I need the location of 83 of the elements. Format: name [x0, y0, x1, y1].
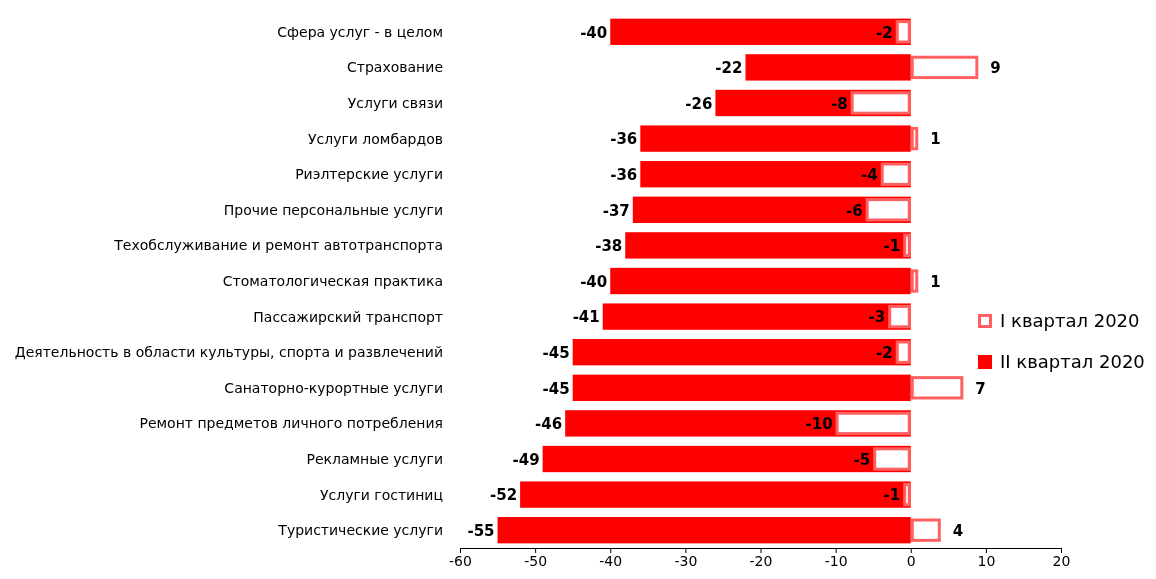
bar: [903, 482, 911, 507]
data-label: -5: [853, 450, 871, 469]
x-tick-label: -60: [449, 552, 472, 569]
data-label: -10: [805, 415, 833, 434]
data-label: -36: [610, 130, 638, 149]
data-label: -41: [572, 308, 600, 327]
bar: [910, 55, 979, 80]
bar: [610, 18, 911, 45]
bar: [850, 91, 911, 115]
data-label: -40: [580, 23, 608, 42]
bar: [542, 445, 911, 473]
x-tick-label: -10: [824, 552, 848, 569]
bar: [873, 447, 911, 471]
bar: [903, 233, 911, 258]
y-tick-label: Риэлтерские услуги: [295, 166, 443, 183]
data-label: 1: [930, 130, 941, 149]
data-label: 1: [930, 272, 941, 291]
bar: [640, 161, 911, 188]
y-tick-label: Страхование: [347, 59, 443, 76]
data-label: -45: [542, 343, 570, 362]
y-tick-label: Услуги гостиниц: [319, 486, 443, 503]
data-label: -37: [602, 201, 630, 220]
bar: [910, 269, 919, 293]
data-label: -46: [535, 415, 563, 434]
y-tick-label: Рекламные услуги: [306, 450, 443, 467]
bar: [602, 303, 911, 330]
bar: [520, 481, 911, 508]
bar: [880, 162, 911, 186]
data-label: -3: [868, 308, 886, 327]
bar: [572, 339, 911, 366]
x-tick-label: -30: [674, 552, 698, 569]
data-label: -4: [861, 165, 878, 184]
x-tick-label: 10: [977, 552, 996, 569]
bar: [895, 20, 911, 44]
y-tick-label: Ремонт предметов личного потребления: [139, 415, 443, 432]
data-label: -52: [489, 486, 518, 505]
data-label: 7: [975, 379, 986, 398]
y-tick-label: Техобслуживание и ремонт автотранспорта: [113, 237, 443, 254]
bar: [865, 198, 911, 222]
bar: [745, 54, 911, 81]
data-label: -8: [830, 94, 848, 113]
bar: [610, 267, 911, 295]
data-label: -1: [883, 237, 901, 256]
y-tick-label: Деятельность в области культуры, спорта и развлечений: [14, 344, 443, 361]
y-tick-label: Санаторно-курортные услуги: [224, 379, 443, 396]
bar: [910, 518, 941, 542]
data-label: -55: [467, 521, 495, 540]
data-label: -40: [580, 272, 608, 291]
bar: [910, 376, 964, 400]
data-label: -22: [715, 59, 743, 78]
y-tick-label: Услуги связи: [347, 94, 443, 111]
bar: [835, 411, 911, 436]
legend-label: II квартал 2020: [1000, 351, 1145, 373]
data-label: 9: [990, 59, 1001, 78]
bar: [895, 340, 911, 364]
bar: [572, 374, 911, 401]
x-tick-label: 20: [1052, 552, 1071, 569]
x-tick-label: 0: [906, 552, 916, 569]
data-label: -45: [542, 379, 570, 398]
bar: [888, 304, 911, 329]
y-tick-label: Услуги ломбардов: [307, 130, 443, 147]
legend-label: I квартал 2020: [1000, 310, 1140, 332]
data-label: -1: [883, 486, 901, 505]
x-tick-label: -40: [599, 552, 623, 569]
data-label: -38: [595, 237, 623, 256]
data-label: -36: [610, 165, 638, 184]
y-tick-label: Стоматологическая практика: [222, 272, 443, 289]
x-tick-label: -20: [749, 552, 773, 569]
y-tick-label: Прочие персональные услуги: [223, 201, 443, 218]
data-label: -2: [876, 343, 893, 362]
bar: [497, 517, 911, 544]
x-tick-label: -50: [524, 552, 548, 569]
data-label: -2: [876, 23, 893, 42]
data-label: -49: [512, 450, 540, 469]
bar: [625, 232, 911, 259]
data-label: -6: [846, 201, 863, 220]
data-label: 4: [952, 521, 964, 540]
y-tick-label: Туристические услуги: [277, 522, 443, 539]
data-label: -26: [685, 94, 713, 113]
bar: [640, 125, 911, 152]
y-tick-label: Пассажирский транспорт: [253, 308, 443, 325]
y-tick-label: Сфера услуг - в целом: [277, 23, 443, 40]
bar: [910, 126, 919, 151]
